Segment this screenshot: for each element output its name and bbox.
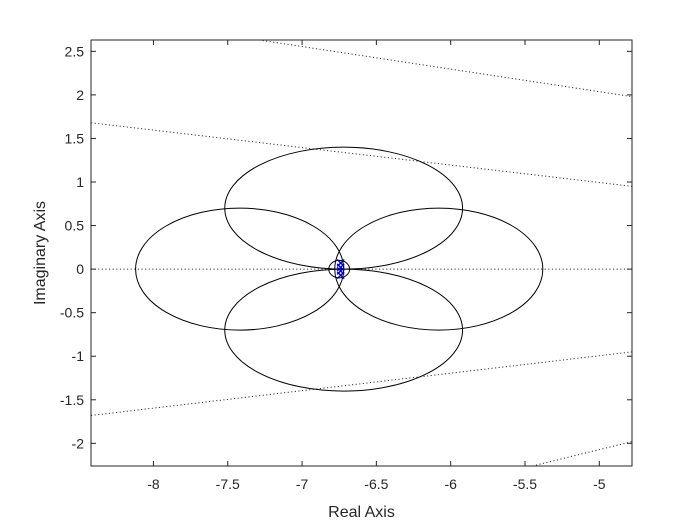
y-tick-label: 0 (76, 261, 84, 277)
x-tick-label: -6.5 (364, 476, 388, 492)
locus-branch-bottom (224, 268, 464, 392)
y-tick-label: 0.5 (65, 218, 85, 234)
x-tick-label: -8 (147, 476, 160, 492)
x-tick-label: -7 (296, 476, 309, 492)
x-tick-label: -7.5 (216, 476, 240, 492)
pole-marker-4 (336, 271, 345, 280)
y-axis-label: Imaginary Axis (32, 201, 49, 305)
pole-marker-2 (336, 263, 345, 272)
x-tick-label: -5 (593, 476, 606, 492)
x-axis-ticks: -8 -7.5 -7 -6.5 -6 -5.5 -5 (147, 40, 606, 492)
y-tick-label: 2 (76, 87, 84, 103)
x-tick-label: -6 (444, 476, 457, 492)
x-axis-label: Real Axis (328, 504, 395, 521)
y-axis-ticks: 2.5 2 1.5 1 0.5 0 -0.5 -1 -1.5 -2 (60, 43, 632, 451)
damping-line-lower-inner (91, 351, 632, 416)
y-tick-label: 1 (76, 174, 84, 190)
y-tick-label: -1.5 (60, 392, 84, 408)
y-tick-label: 1.5 (65, 130, 85, 146)
x-tick-label: -5.5 (513, 476, 537, 492)
y-tick-label: -0.5 (60, 305, 84, 321)
y-tick-label: -1 (72, 348, 85, 364)
plot-area-background (91, 40, 632, 466)
y-tick-label: 2.5 (65, 43, 85, 59)
plot-content (91, 40, 632, 466)
locus-branch-center-small (328, 259, 351, 279)
damping-line-upper-inner (91, 122, 632, 187)
y-tick-label: -2 (72, 435, 85, 451)
plot-area-frame (90, 39, 633, 467)
damping-line-lower-outer (532, 441, 632, 466)
